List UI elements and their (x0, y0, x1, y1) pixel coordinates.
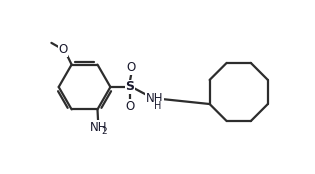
Text: NH: NH (89, 121, 107, 134)
Text: O: O (125, 100, 134, 113)
Text: O: O (127, 61, 136, 74)
Text: H: H (154, 101, 162, 111)
Text: 2: 2 (102, 127, 107, 136)
Text: S: S (125, 81, 134, 93)
Text: O: O (58, 43, 68, 56)
Text: NH: NH (146, 92, 163, 105)
